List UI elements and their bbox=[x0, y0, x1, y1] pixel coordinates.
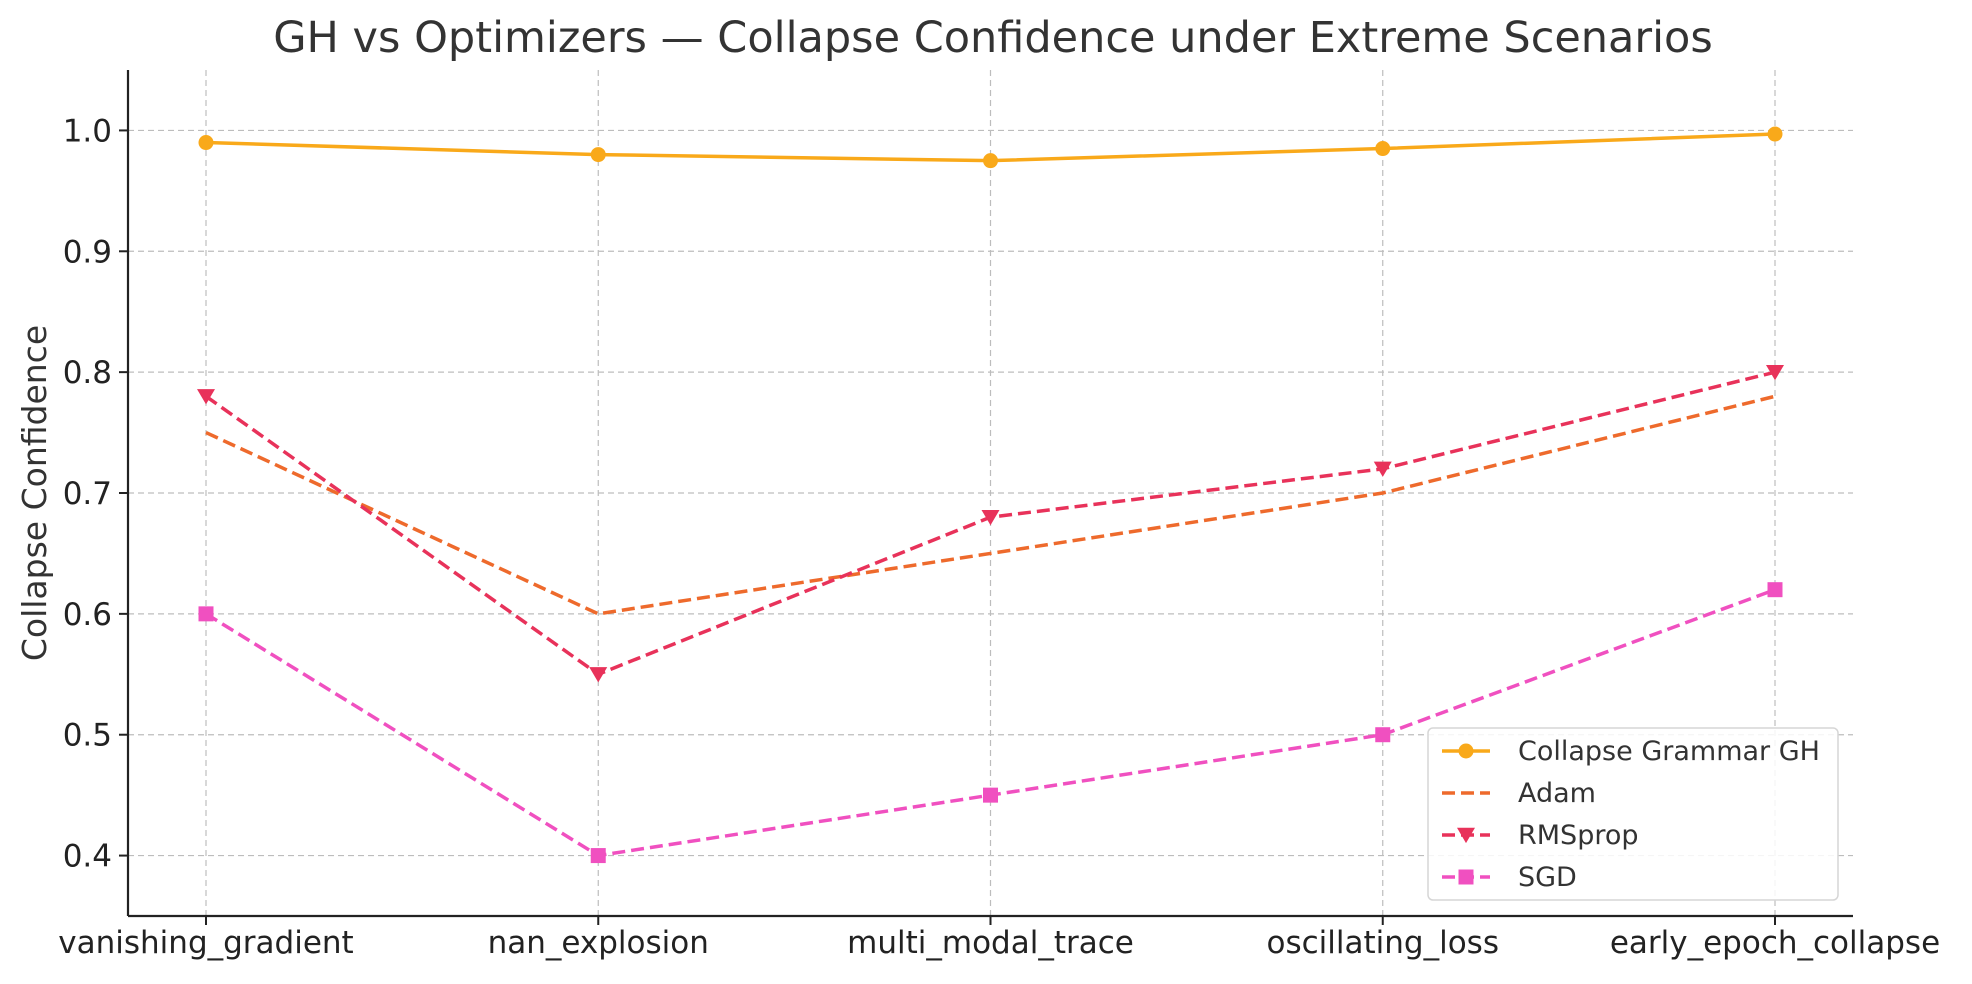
series-collapse-grammar-gh bbox=[198, 126, 1783, 169]
legend-marker bbox=[1458, 743, 1474, 759]
x-tick-label: oscillating_loss bbox=[1267, 925, 1499, 961]
data-point-marker bbox=[198, 135, 214, 151]
data-point-marker bbox=[1375, 727, 1391, 743]
series-adam bbox=[205, 394, 1776, 616]
data-point-marker bbox=[198, 606, 214, 622]
y-tick-label: 1.0 bbox=[63, 113, 112, 149]
axes bbox=[119, 70, 1853, 925]
data-point-marker bbox=[1375, 141, 1391, 157]
data-point-marker bbox=[1767, 126, 1783, 142]
data-point-marker bbox=[1373, 461, 1392, 477]
data-point-marker bbox=[981, 509, 1000, 526]
x-tick-labels: vanishing_gradient nan_explosion multi_mod… bbox=[58, 925, 1940, 961]
data-point-marker bbox=[197, 389, 215, 405]
series-sgd bbox=[198, 582, 1783, 864]
y-tick-label: 0.4 bbox=[63, 839, 112, 875]
data-point-marker bbox=[1766, 364, 1784, 381]
x-tick-label: nan_explosion bbox=[488, 925, 709, 961]
legend-label: RMSprop bbox=[1518, 820, 1639, 851]
series-lines bbox=[197, 126, 1784, 864]
legend-marker bbox=[1457, 827, 1475, 844]
data-point-marker bbox=[589, 667, 608, 683]
chart-title: GH vs Optimizers — Collapse Confidence u… bbox=[273, 13, 1713, 63]
grid-lines bbox=[128, 70, 1853, 916]
data-point-marker bbox=[983, 787, 998, 803]
legend-marker bbox=[1458, 869, 1474, 885]
x-tick-label: vanishing_gradient bbox=[58, 925, 353, 961]
legend-item: RMSprop bbox=[1442, 820, 1639, 851]
series-rmsprop bbox=[197, 364, 1784, 683]
legend-item: Adam bbox=[1442, 778, 1596, 809]
data-point-marker bbox=[590, 147, 606, 163]
data-point-marker bbox=[983, 153, 998, 169]
y-tick-labels: 0.4 0.5 0.6 0.7 0.8 0.9 1.0 bbox=[63, 113, 112, 874]
y-tick-label: 0.9 bbox=[63, 234, 112, 270]
series-line bbox=[205, 394, 1776, 616]
legend: Collapse Grammar GH Adam RMSprop SGD bbox=[1427, 727, 1839, 901]
legend-label: Collapse Grammar GH bbox=[1518, 736, 1820, 767]
legend-box bbox=[1427, 727, 1839, 901]
y-tick-label: 0.8 bbox=[63, 355, 112, 391]
y-tick-label: 0.6 bbox=[63, 597, 112, 633]
data-point-marker bbox=[590, 848, 606, 864]
x-tick-label: multi_modal_trace bbox=[847, 925, 1134, 961]
x-tick-label: early_epoch_collapse bbox=[1610, 925, 1940, 961]
legend-item: SGD bbox=[1442, 862, 1577, 893]
legend-item: Collapse Grammar GH bbox=[1442, 736, 1820, 767]
legend-label: SGD bbox=[1518, 862, 1577, 893]
y-axis-label: Collapse Confidence bbox=[15, 325, 54, 661]
legend-label: Adam bbox=[1518, 778, 1596, 809]
y-tick-label: 0.5 bbox=[63, 718, 112, 754]
data-point-marker bbox=[1767, 582, 1783, 598]
y-tick-label: 0.7 bbox=[63, 476, 112, 512]
